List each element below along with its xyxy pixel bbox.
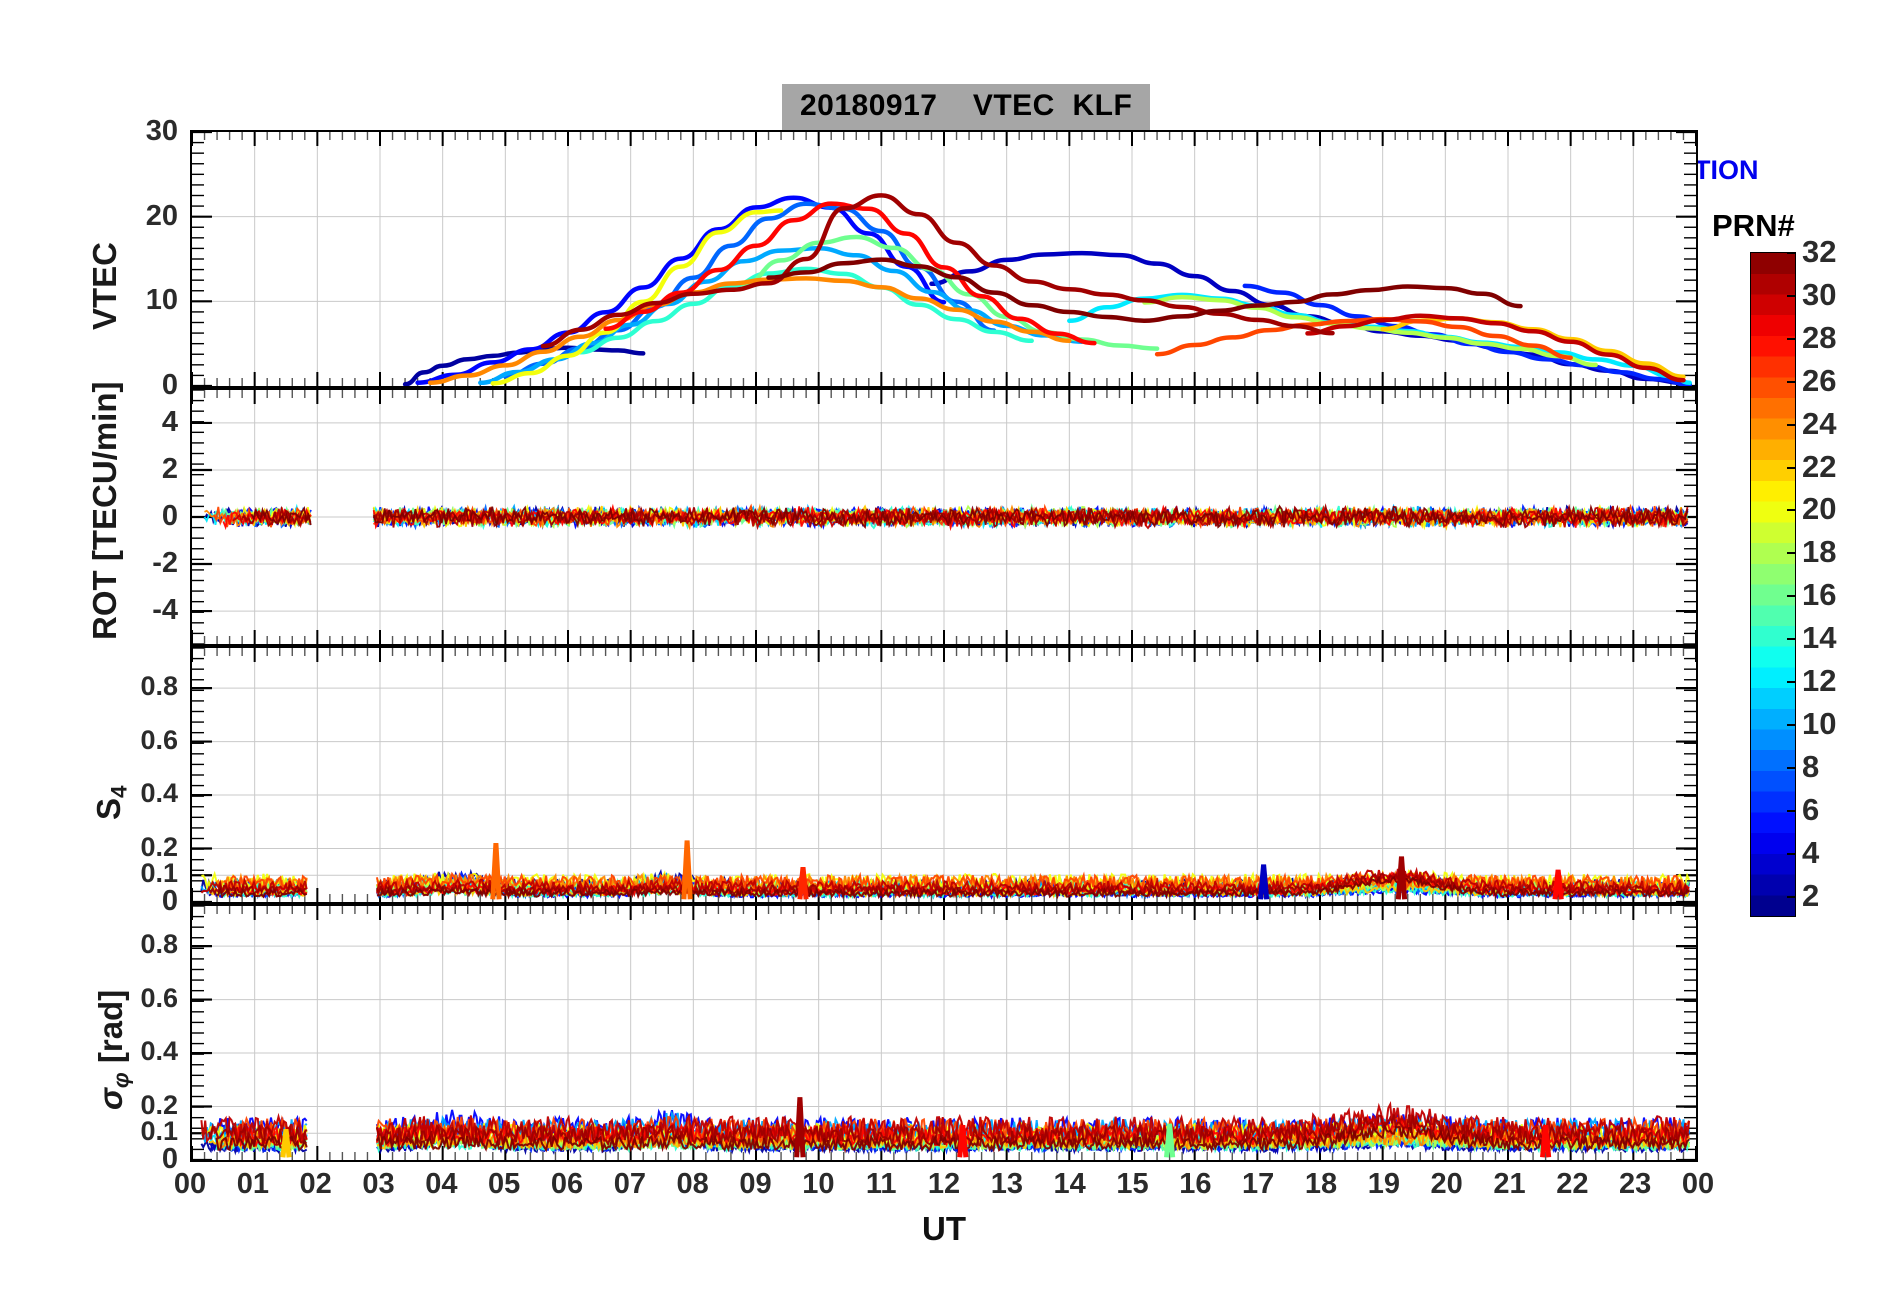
y-tick-label-vtec: 0 [161,369,178,401]
x-tick-label: 05 [488,1168,521,1200]
x-tick-label: 21 [1493,1168,1526,1200]
x-tick-label: 01 [236,1168,269,1200]
colorbar-tick [1787,509,1796,512]
s4-series-canvas [192,648,1696,902]
colorbar-tick-label: 8 [1802,748,1820,784]
x-tick-label: 11 [865,1168,897,1200]
figure-title: 20180917 VTEC KLF [782,84,1151,130]
x-tick-label: 07 [613,1168,646,1200]
y-tick-label-sig: 0 [161,1143,178,1175]
y-tick-label-s4: 0 [161,885,178,917]
y-tick-label-sig: 0.6 [140,982,178,1013]
colorbar-tick-label: 18 [1802,534,1837,570]
colorbar-ticks [1750,252,1796,917]
x-tick-label: 00 [1681,1168,1715,1200]
colorbar-tick-label: 24 [1802,405,1837,441]
x-tick-label: 10 [802,1168,835,1200]
y-tick-label-s4: 0.2 [140,831,178,862]
y-tick-label-sig: 0.2 [140,1089,178,1120]
colorbar-tick-label: 4 [1802,834,1820,870]
x-tick-label: 13 [990,1168,1023,1200]
colorbar-tick-label: 32 [1802,234,1837,269]
colorbar-tick [1787,423,1796,426]
x-tick-label: 02 [299,1168,332,1200]
x-tick-label: 08 [676,1168,709,1200]
rot-series-canvas [192,390,1696,644]
y-tick-label-vtec: 20 [145,199,178,232]
x-tick-label: 23 [1619,1168,1652,1200]
colorbar-tick [1787,681,1796,684]
y-tick-label-s4: 0.6 [140,724,178,755]
plot-area-vtec [192,132,1696,386]
colorbar-tick-label: 2 [1802,877,1820,913]
vtec-series-canvas [192,132,1696,386]
colorbar [1750,252,1796,917]
colorbar-tick [1787,252,1796,254]
panel-rot [190,388,1698,646]
colorbar-tick-label: 14 [1802,620,1837,656]
colorbar-title: PRN# [1712,208,1795,243]
colorbar-tick-label: 10 [1802,705,1837,741]
colorbar-tick [1787,380,1796,383]
colorbar-tick [1787,466,1796,469]
plot-area-rot [192,390,1696,644]
colorbar-tick-label: 12 [1802,663,1837,699]
x-tick-label: 14 [1053,1168,1086,1200]
x-tick-label: 16 [1179,1168,1212,1200]
x-tick-label: 20 [1430,1168,1463,1200]
colorbar-tick-label: 16 [1802,577,1837,613]
y-tick-label-rot: 4 [161,405,178,438]
x-tick-label: 04 [425,1168,458,1200]
y-tick-label-sig: 0.8 [140,929,178,960]
colorbar-tick [1787,723,1796,726]
colorbar-tick-label: 28 [1802,319,1837,355]
colorbar-tick [1787,895,1796,898]
plot-area-sigma-phi [192,906,1696,1160]
y-tick-label-vtec: 30 [145,115,178,147]
x-tick-label: 00 [173,1168,207,1200]
colorbar-tick [1787,638,1796,641]
colorbar-tick-label: 30 [1802,276,1837,312]
panel-vtec [190,130,1698,388]
y-tick-label-s4: 0.8 [140,671,178,702]
y-tick-label-sig: 0.4 [140,1036,178,1067]
y-tick-label-rot: 0 [161,500,178,532]
plot-area-s4 [192,648,1696,902]
y-tick-label-rot: -2 [152,547,178,580]
colorbar-tick [1787,595,1796,598]
y-tick-label-s4: 0.4 [140,778,178,809]
x-tick-label: 12 [927,1168,961,1200]
colorbar-tick-label: 20 [1802,491,1837,527]
y-tick-label-vtec: 10 [145,284,178,317]
x-tick-label: 18 [1304,1168,1338,1200]
x-tick-label: 19 [1367,1168,1400,1200]
sigma-phi-series-canvas [192,906,1696,1160]
colorbar-tick [1787,294,1796,297]
y-tick-label-sig: 0.1 [140,1116,178,1147]
axis-title-ut: UT [922,1210,966,1247]
x-tick-label: 03 [362,1168,395,1200]
x-tick-label: 17 [1242,1168,1275,1200]
colorbar-tick [1787,809,1796,812]
colorbar-tick-labels: 32 30 28 26 24 22 20 18 16 14 12 10 8 6 4 2 [1802,234,1898,917]
colorbar-tick-label: 26 [1802,362,1837,398]
y-tick-label-rot: -4 [152,594,178,627]
x-tick-label: 06 [550,1168,584,1200]
colorbar-tick-label: 22 [1802,448,1837,484]
y-tick-label-rot: 2 [161,452,178,485]
x-tick-label: 22 [1556,1168,1589,1200]
panel-s4 [190,646,1698,904]
x-tick-label: 15 [1116,1168,1149,1200]
panel-sigma-phi [190,904,1698,1162]
colorbar-tick-label: 6 [1802,791,1820,827]
colorbar-tick [1787,852,1796,855]
x-tick-label: 09 [739,1168,772,1200]
y-tick-label-s4: 0.1 [140,858,178,889]
colorbar-tick [1787,766,1796,769]
x-tick-labels: 00 01 02 03 04 05 06 07 08 09 10 11 12 13 14 15 16 17 18 19… [174,1168,1714,1208]
colorbar-tick [1787,552,1796,555]
colorbar-tick [1787,337,1796,340]
